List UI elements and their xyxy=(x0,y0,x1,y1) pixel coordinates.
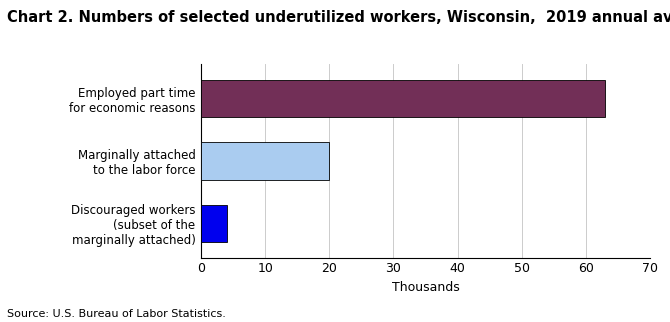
Bar xyxy=(201,142,329,180)
X-axis label: Thousands: Thousands xyxy=(391,281,460,294)
Bar xyxy=(201,204,226,242)
Text: Source: U.S. Bureau of Labor Statistics.: Source: U.S. Bureau of Labor Statistics. xyxy=(7,309,226,319)
Text: Chart 2. Numbers of selected underutilized workers, Wisconsin,  2019 annual aver: Chart 2. Numbers of selected underutiliz… xyxy=(7,10,670,25)
Bar xyxy=(201,80,605,118)
